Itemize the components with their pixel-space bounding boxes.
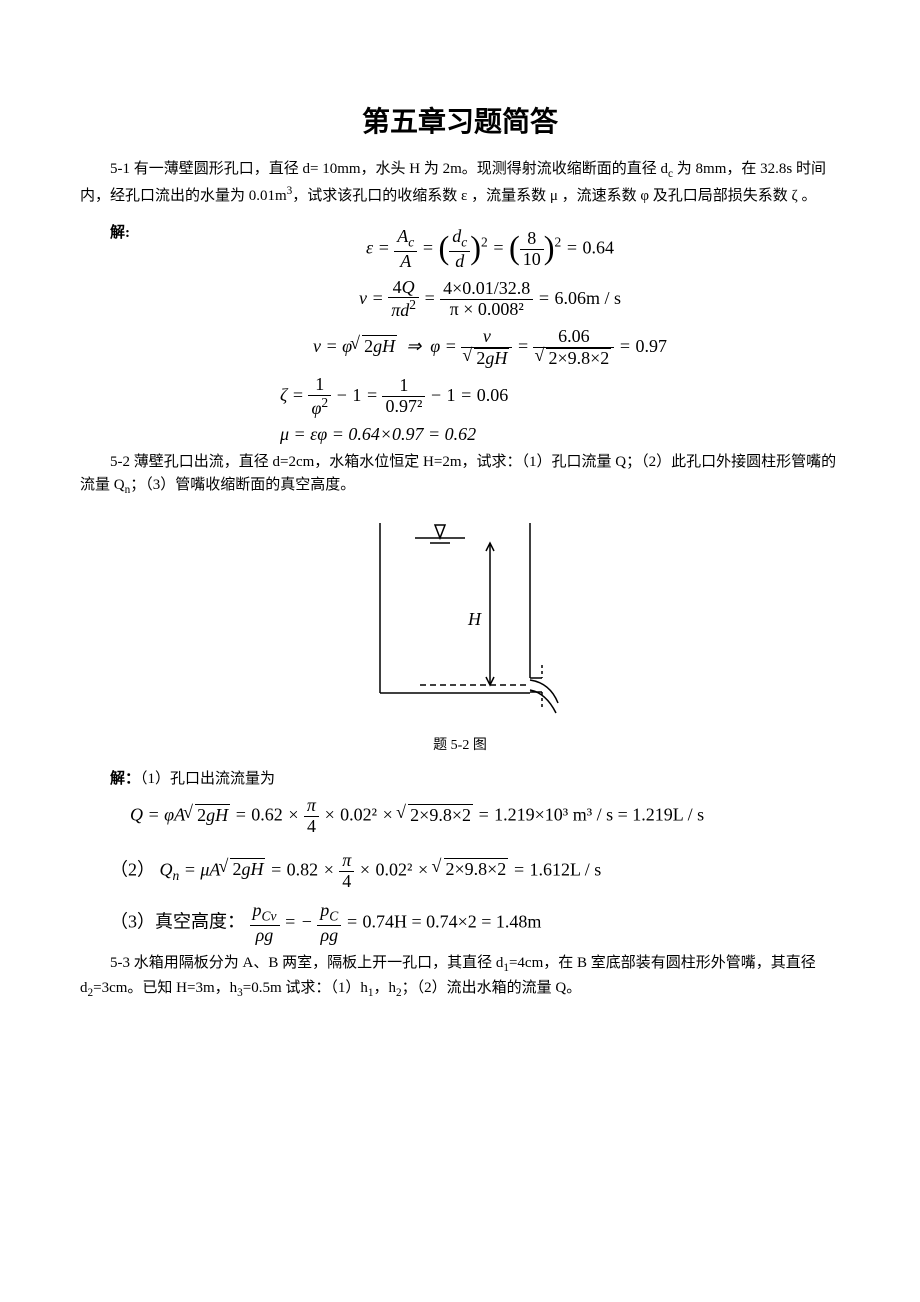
eq-5-1-zeta: ζ = 1φ2 − 1 = 10.97² − 1 = 0.06 xyxy=(140,375,840,419)
eq-5-1-phi: v = φ2gH ⇒ φ = v2gH = 6.062×9.8×2 = 0.97 xyxy=(140,327,840,369)
eq-5-2-vacuum: （3）真空高度： pCvρg = − pCρg = 0.74H = 0.74×2… xyxy=(80,901,840,945)
solution-5-2-part1-label: 解：（1）孔口出流流量为 xyxy=(80,768,840,791)
figure-5-2: H xyxy=(80,513,840,728)
eq-5-2-Q: Q = φA2gH = 0.62 × π4 × 0.02² × 2×9.8×2 … xyxy=(80,796,840,837)
solution-5-1: 解: ε = AcA = (dcd)2 = (810)2 = 0.64 v = … xyxy=(80,221,840,451)
problem-5-3-text: 5-3 水箱用隔板分为 A、B 两室，隔板上开一孔口，其直径 d1=4cm，在 … xyxy=(80,952,840,1002)
eq-5-1-mu: μ = εφ = 0.64×0.97 = 0.62 xyxy=(140,424,840,445)
solve-label: 解: xyxy=(80,221,140,242)
figure-label-H: H xyxy=(467,609,482,629)
problem-5-1-text: 5-1 有一薄壁圆形孔口，直径 d= 10mm，水头 H 为 2m。现测得射流收… xyxy=(80,158,840,207)
chapter-title: 第五章习题简答 xyxy=(80,100,840,140)
document-page: 第五章习题简答 5-1 有一薄壁圆形孔口，直径 d= 10mm，水头 H 为 2… xyxy=(0,0,920,1207)
eq-5-2-Qn: （2） Qn = μA2gH = 0.82 × π4 × 0.02² × 2×9… xyxy=(80,851,840,892)
figure-5-2-svg: H xyxy=(360,513,560,723)
solution-5-1-equations: ε = AcA = (dcd)2 = (810)2 = 0.64 v = 4Qπ… xyxy=(140,221,840,451)
figure-5-2-caption: 题 5-2 图 xyxy=(80,734,840,754)
problem-5-2-text: 5-2 薄壁孔口出流，直径 d=2cm，水箱水位恒定 H=2m，试求：（1）孔口… xyxy=(80,451,840,498)
eq-5-1-epsilon: ε = AcA = (dcd)2 = (810)2 = 0.64 xyxy=(140,227,840,271)
eq-5-1-v: v = 4Qπd2 = 4×0.01/32.8π × 0.008² = 6.06… xyxy=(140,278,840,322)
